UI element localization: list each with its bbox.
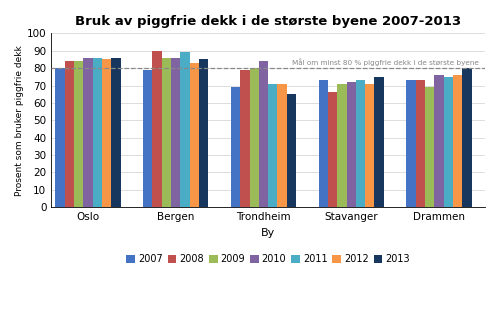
Bar <box>356 80 365 207</box>
Bar <box>143 70 152 207</box>
X-axis label: By: By <box>261 228 276 238</box>
Bar <box>92 58 102 207</box>
Bar <box>318 80 328 207</box>
Bar <box>250 68 259 207</box>
Bar <box>64 61 74 207</box>
Text: Mål om minst 80 % piggfrie dekk i de største byene: Mål om minst 80 % piggfrie dekk i de stø… <box>292 58 480 65</box>
Bar <box>462 68 471 207</box>
Bar <box>444 77 453 207</box>
Bar <box>231 87 240 207</box>
Bar <box>84 58 92 207</box>
Bar <box>162 58 171 207</box>
Title: Bruk av piggfrie dekk i de største byene 2007-2013: Bruk av piggfrie dekk i de største byene… <box>75 15 461 28</box>
Bar <box>416 80 425 207</box>
Bar <box>112 58 120 207</box>
Bar <box>374 77 384 207</box>
Bar <box>190 63 199 207</box>
Bar <box>199 60 208 207</box>
Bar <box>406 80 416 207</box>
Bar <box>365 84 374 207</box>
Bar <box>434 75 444 207</box>
Bar <box>328 92 337 207</box>
Bar <box>152 51 162 207</box>
Bar <box>337 84 346 207</box>
Bar <box>453 75 462 207</box>
Bar <box>102 60 112 207</box>
Y-axis label: Prosent som bruker piggfrie dekk: Prosent som bruker piggfrie dekk <box>15 45 24 196</box>
Bar <box>268 84 278 207</box>
Bar <box>278 84 287 207</box>
Bar <box>180 52 190 207</box>
Bar <box>240 70 250 207</box>
Legend: 2007, 2008, 2009, 2010, 2011, 2012, 2013: 2007, 2008, 2009, 2010, 2011, 2012, 2013 <box>122 251 414 268</box>
Bar <box>346 82 356 207</box>
Bar <box>425 87 434 207</box>
Bar <box>259 61 268 207</box>
Bar <box>287 94 296 207</box>
Bar <box>171 58 180 207</box>
Bar <box>56 68 64 207</box>
Bar <box>74 61 84 207</box>
